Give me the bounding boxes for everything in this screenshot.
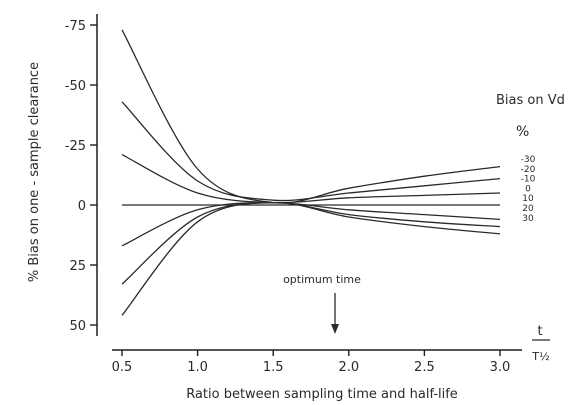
series-line-minus-10 [121,154,501,204]
x-tick-label: 3.0 [490,360,511,375]
x-unit-denominator: T½ [531,350,549,363]
y-tick-label: -75 [65,19,86,34]
series-line-minus-20 [121,101,501,202]
y-tick-label: -50 [65,79,86,94]
x-axis-title: Ratio between sampling time and half-lif… [186,387,458,402]
x-unit-numerator: t [537,324,542,339]
x-unit-fraction: t T½ [531,324,550,363]
labels: % Bias on one - sample clearance Ratio b… [27,62,565,402]
series-label: 0 [525,184,531,194]
axes [96,14,522,351]
y-tick-label: 25 [69,259,86,274]
y-axis-title: % Bias on one - sample clearance [27,62,42,282]
optimum-time-annotation: optimum time [283,273,361,286]
series-line-minus-30 [121,29,501,204]
x-tick-label: 2.0 [338,360,359,375]
x-tick-label: 2.5 [414,360,435,375]
legend-title: Bias on Vd [496,93,565,108]
optimum-arrow [331,293,339,334]
series-label: 10 [522,194,534,204]
series-label: -30 [521,155,536,165]
x-tick-label: 0.5 [112,360,133,375]
series-label: -20 [521,165,536,175]
x-tick-label: 1.0 [187,360,208,375]
optimum-arrow-head [331,324,339,334]
series-label: 20 [522,204,534,214]
x-tick-label: 1.5 [263,360,284,375]
series-label: 30 [522,214,534,224]
series-line-20 [121,201,501,285]
y-tick-label: 0 [78,199,86,214]
ticks: -75 -50 -25 0 25 50 0.5 1.0 1.5 2.0 2.5 3.0 [65,19,511,375]
series-curves [121,29,501,316]
y-tick-label: 50 [69,319,86,334]
series-line-10 [121,201,501,247]
series-line-30 [121,201,501,316]
y-tick-label: -25 [65,139,86,154]
series-label: -10 [521,175,536,185]
legend-unit: % [516,124,529,140]
